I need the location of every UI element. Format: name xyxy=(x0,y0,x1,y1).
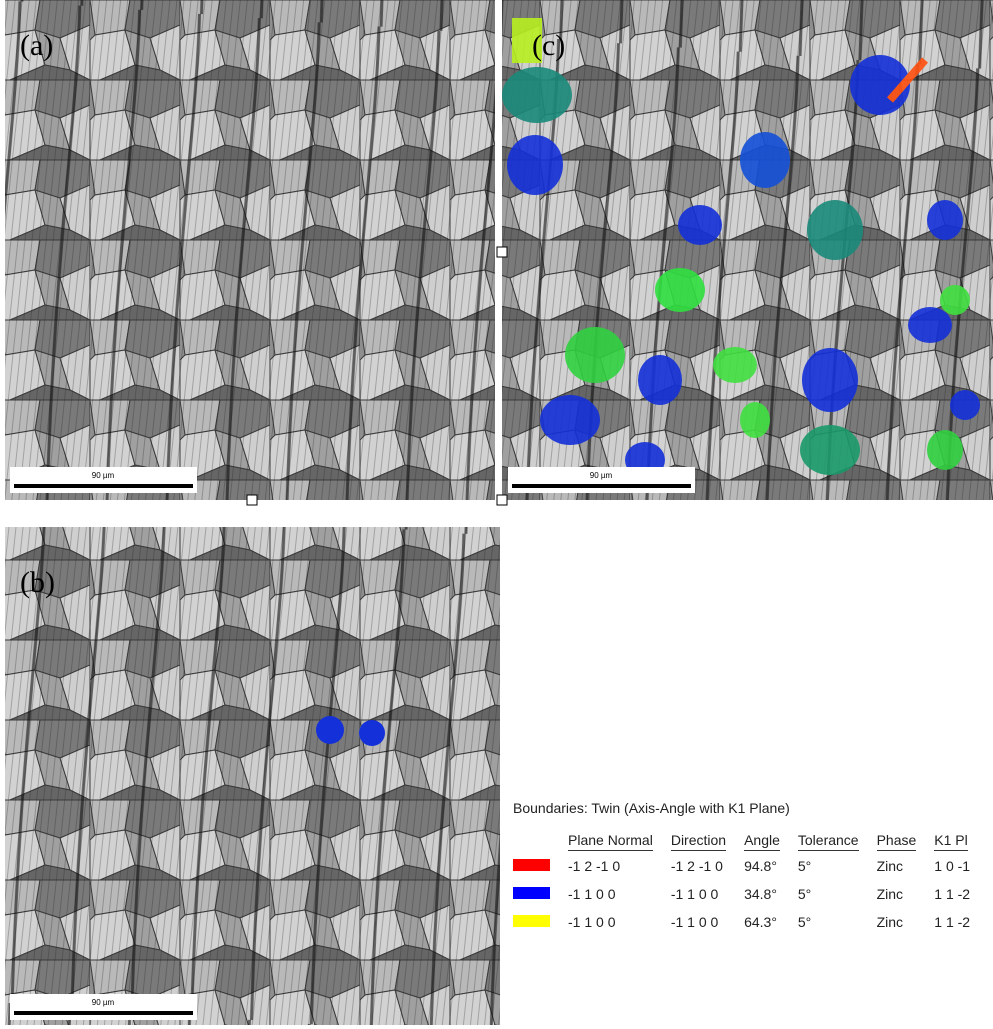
scale-bar: 90 µm xyxy=(508,467,695,493)
column-header: Direction xyxy=(670,832,744,852)
swatch xyxy=(513,859,550,871)
column-header-text: Angle xyxy=(744,832,780,851)
legend-cell: -1 1 0 0 xyxy=(568,914,616,930)
swatch-cell xyxy=(513,908,568,936)
legend-cell: -1 1 0 0 xyxy=(670,886,719,902)
column-header-text: Plane Normal xyxy=(568,832,653,851)
panel-label: (b) xyxy=(20,566,55,599)
panel-label: (a) xyxy=(20,29,53,62)
legend-title: Boundaries: Twin (Axis-Angle with K1 Pla… xyxy=(513,800,790,816)
swatch xyxy=(513,915,550,927)
legend-cell: Zinc xyxy=(876,886,904,902)
legend-row: -1 1 0 0 -1 1 0 0 34.8° 5° Zinc 1 1 -2 xyxy=(513,880,988,908)
legend-cell: 64.3° xyxy=(744,914,777,930)
legend-cell: -1 1 0 0 xyxy=(568,886,616,902)
scale-bar: 90 µm xyxy=(10,467,197,493)
swatch xyxy=(513,887,550,899)
column-header: K1 Pl xyxy=(934,832,988,852)
column-header-text: Tolerance xyxy=(797,832,859,851)
column-header-text: Phase xyxy=(876,832,917,851)
swatch-cell xyxy=(513,880,568,908)
column-header-text: Direction xyxy=(670,832,727,851)
column-header: Angle xyxy=(744,832,798,852)
legend-cell: -1 2 -1 0 xyxy=(670,858,723,874)
legend-cell: -1 1 0 0 xyxy=(670,914,719,930)
column-header: Tolerance xyxy=(797,832,877,852)
column-header: Plane Normal xyxy=(568,832,671,852)
panel-a-image xyxy=(5,0,495,500)
legend-cell: 1 0 -1 xyxy=(934,858,971,874)
legend-cell: 1 1 -2 xyxy=(934,914,971,930)
legend-cell: 5° xyxy=(797,886,812,902)
panel-c-image xyxy=(502,0,993,500)
legend-row: -1 1 0 0 -1 1 0 0 64.3° 5° Zinc 1 1 -2 xyxy=(513,908,988,936)
legend: Boundaries: Twin (Axis-Angle with K1 Pla… xyxy=(513,800,993,936)
swatch-cell xyxy=(513,852,568,880)
panel-b-image xyxy=(5,527,500,1025)
marker xyxy=(246,494,258,506)
scale-text: 90 µm xyxy=(92,998,115,1007)
marker xyxy=(496,246,508,258)
legend-header: Plane Normal Direction Angle Tolerance Phase… xyxy=(513,832,988,852)
legend-cell: 34.8° xyxy=(744,886,777,902)
legend-cell: 94.8° xyxy=(744,858,777,874)
legend-cell: -1 2 -1 0 xyxy=(568,858,621,874)
panel-label: (c) xyxy=(532,29,565,62)
legend-cell: Zinc xyxy=(876,914,904,930)
legend-cell: 5° xyxy=(797,914,812,930)
legend-table: Plane Normal Direction Angle Tolerance Phase… xyxy=(513,832,988,936)
spacer xyxy=(513,832,568,852)
legend-cell: 5° xyxy=(797,858,812,874)
scale-text: 90 µm xyxy=(92,471,115,480)
scale-text: 90 µm xyxy=(590,471,613,480)
scale-bar: 90 µm xyxy=(10,994,197,1020)
column-header: Phase xyxy=(876,832,935,852)
column-header-text: K1 Pl xyxy=(934,832,968,851)
legend-cell: Zinc xyxy=(876,858,904,874)
legend-cell: 1 1 -2 xyxy=(934,886,971,902)
legend-row: -1 2 -1 0 -1 2 -1 0 94.8° 5° Zinc 1 0 -1 xyxy=(513,852,988,880)
marker xyxy=(496,494,508,506)
